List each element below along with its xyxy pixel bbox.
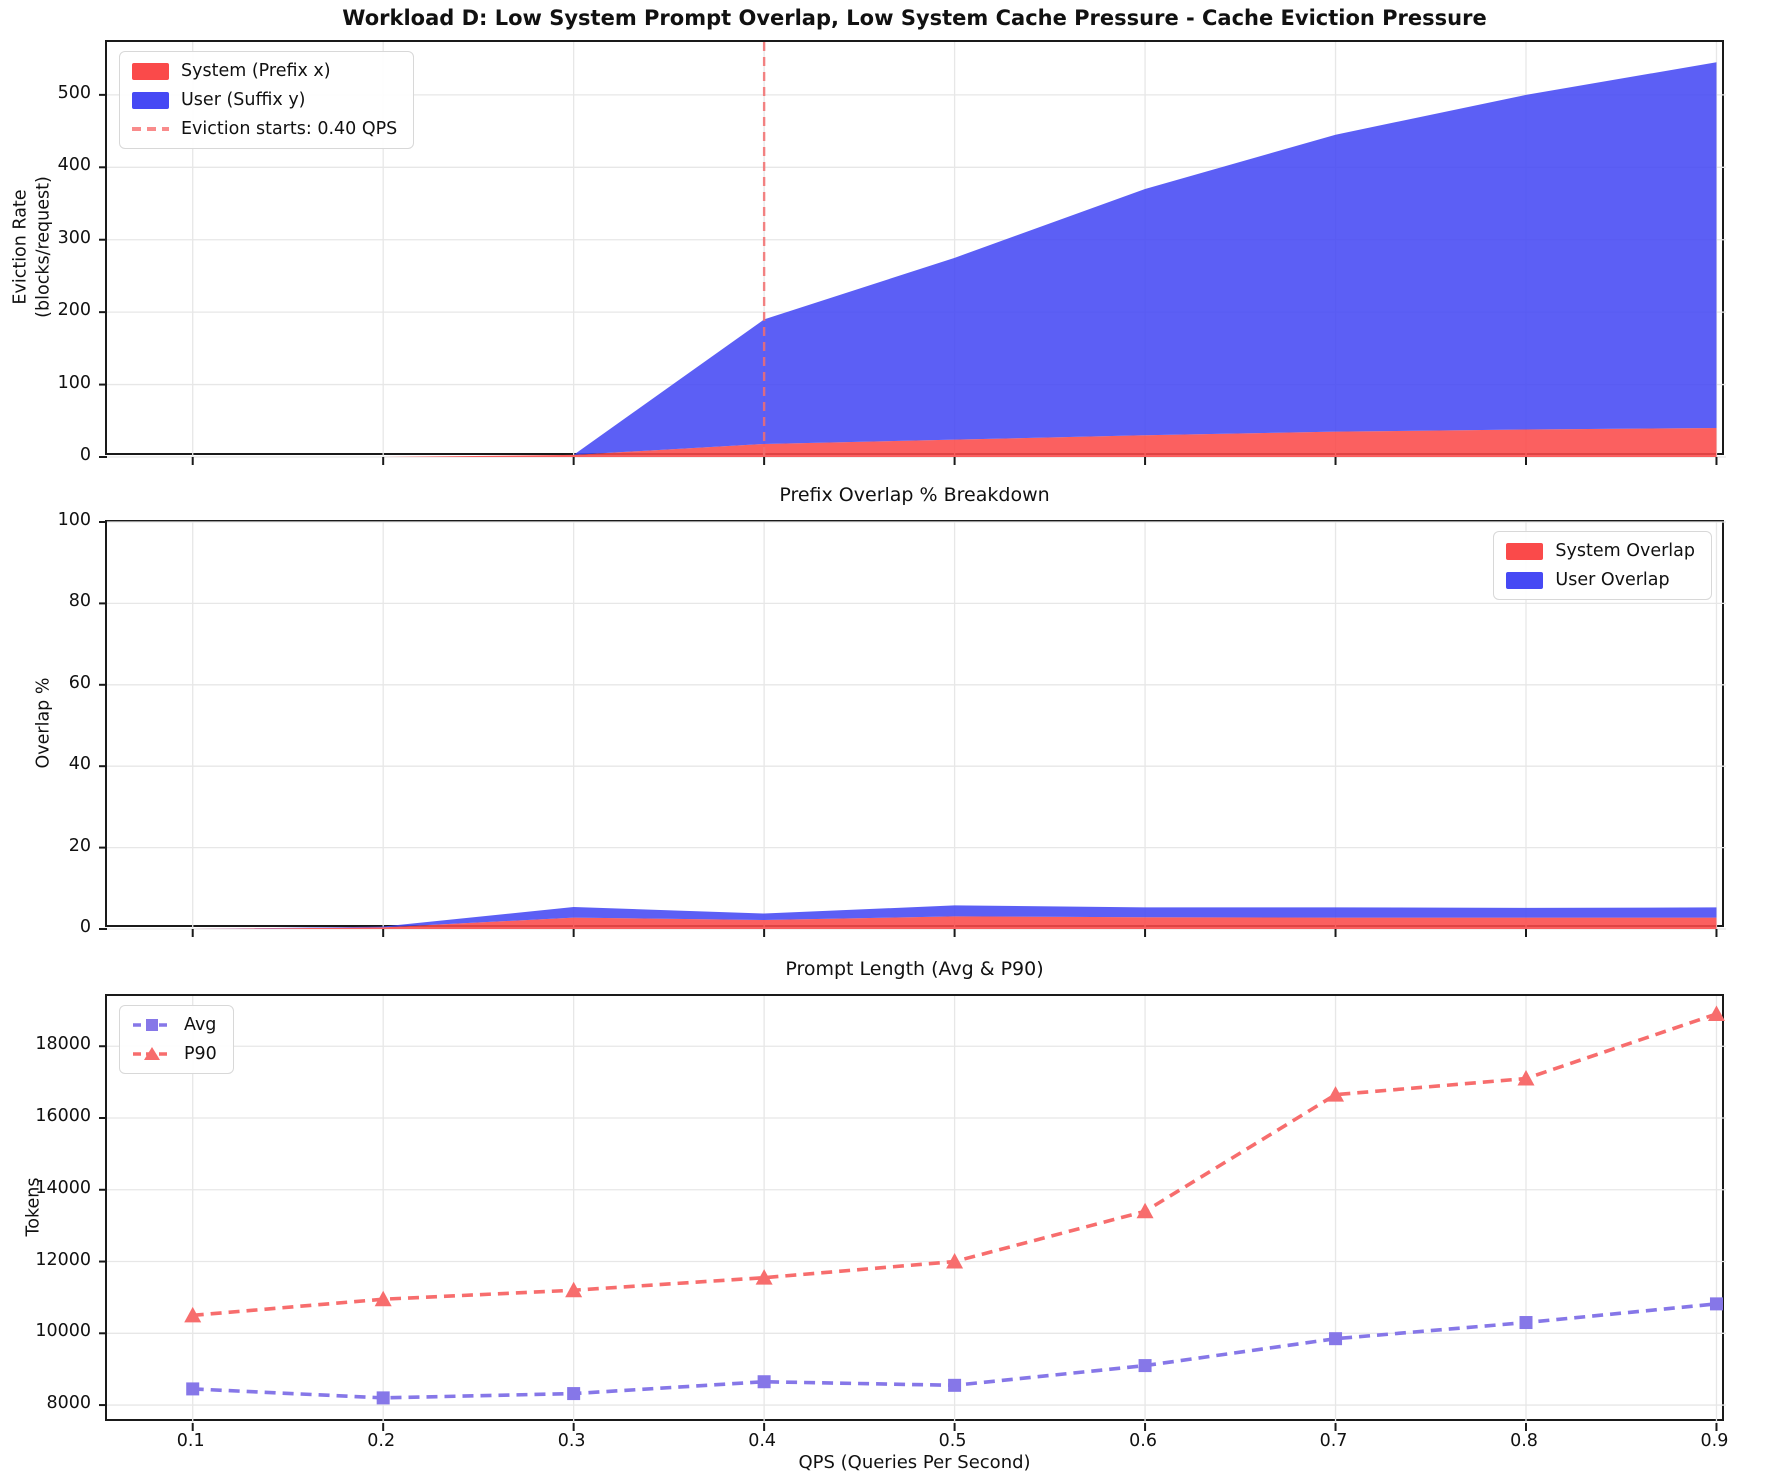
- area-system-overlap: [192, 916, 1717, 929]
- legend-entry: Avg: [132, 1015, 217, 1035]
- y-tick-label: 10000: [35, 1321, 91, 1342]
- x-tick-label: 0.9: [1700, 1431, 1729, 1451]
- marker-triangle: [374, 1290, 392, 1307]
- legend-triangle-marker-icon: [133, 1047, 171, 1060]
- legend-label: Avg: [184, 1015, 217, 1035]
- x-tick-label: 0.4: [748, 1431, 777, 1451]
- legend: System Overlap User Overlap: [1493, 531, 1712, 600]
- y-tick-label: 60: [68, 672, 91, 693]
- y-tick-label: 14000: [35, 1177, 91, 1198]
- y-tick-label: 100: [57, 510, 91, 530]
- y-tick-label: 100: [57, 372, 91, 393]
- x-tick-label: 0.5: [938, 1431, 967, 1451]
- plot-area: [99, 520, 1726, 937]
- legend-label: System (Prefix x): [181, 61, 331, 81]
- marker-triangle: [1136, 1202, 1154, 1219]
- y-tick-label: 8000: [46, 1393, 91, 1414]
- legend-entry: User (Suffix y): [132, 90, 397, 110]
- marker-square: [1709, 1297, 1723, 1311]
- y-tick-label: 20: [68, 835, 91, 856]
- y-tick-label: 200: [57, 300, 91, 321]
- marker-square: [376, 1391, 390, 1405]
- legend-label: System Overlap: [1555, 541, 1695, 561]
- legend-entry: P90: [132, 1044, 217, 1064]
- chart-title: Workload D: Low System Prompt Overlap, L…: [342, 6, 1487, 30]
- y-tick-label: 18000: [35, 1034, 91, 1055]
- legend-square-marker-icon: [133, 1019, 171, 1031]
- chart-title: Prompt Length (Avg & P90): [785, 958, 1044, 980]
- marker-square: [1329, 1332, 1343, 1346]
- chart-title: Prefix Overlap % Breakdown: [779, 484, 1050, 506]
- legend-label: User (Suffix y): [181, 90, 306, 110]
- plot-area: [99, 994, 1726, 1431]
- x-tick-label: 0.2: [367, 1431, 396, 1451]
- legend-dashed-line-icon: [132, 127, 169, 131]
- y-tick-label: 16000: [35, 1106, 91, 1126]
- plot-svg: [99, 996, 1726, 1431]
- legend-label: Eviction starts: 0.40 QPS: [181, 119, 398, 139]
- y-tick-label: 12000: [35, 1249, 91, 1270]
- marker-square: [757, 1375, 771, 1389]
- plot-svg: [99, 521, 1726, 937]
- legend: System (Prefix x) User (Suffix y) Eviction…: [119, 51, 415, 149]
- y-tick-label: 300: [57, 227, 91, 248]
- marker-triangle: [1327, 1086, 1345, 1102]
- x-axis-label: QPS (Queries Per Second): [798, 1452, 1031, 1473]
- legend-entry: System (Prefix x): [132, 61, 397, 81]
- legend-color-patch-icon: [1506, 542, 1544, 560]
- y-tick-label: 80: [68, 591, 91, 612]
- marker-square: [567, 1387, 581, 1401]
- marker-triangle: [1517, 1070, 1535, 1086]
- area-user-overlap: [192, 905, 1717, 929]
- legend-entry: System Overlap: [1506, 541, 1695, 561]
- y-tick-label: 0: [79, 445, 91, 465]
- y-tick-label: 0: [79, 917, 91, 937]
- legend-label: User Overlap: [1555, 570, 1670, 590]
- marker-triangle: [184, 1306, 202, 1323]
- legend-color-patch-icon: [132, 91, 169, 109]
- marker-triangle: [1707, 1005, 1725, 1021]
- marker-triangle: [755, 1269, 773, 1285]
- legend-color-patch-icon: [132, 62, 169, 80]
- area-system-prefix-x-: [192, 428, 1717, 457]
- x-tick-label: 0.8: [1510, 1431, 1538, 1451]
- legend-entry: Eviction starts: 0.40 QPS: [132, 119, 397, 139]
- legend: Avg P90: [119, 1005, 234, 1074]
- x-tick-label: 0.6: [1129, 1431, 1157, 1451]
- marker-square: [186, 1382, 200, 1396]
- marker-square: [1138, 1359, 1152, 1373]
- y-tick-label: 40: [68, 754, 91, 775]
- x-tick-label: 0.3: [557, 1431, 586, 1451]
- legend-color-patch-icon: [1506, 571, 1544, 589]
- marker-square: [948, 1378, 962, 1392]
- x-tick-label: 0.1: [176, 1431, 205, 1451]
- y-tick-label: 500: [57, 82, 91, 103]
- marker-triangle: [946, 1253, 964, 1269]
- marker-square: [1519, 1316, 1533, 1330]
- legend-label: P90: [184, 1044, 217, 1064]
- marker-triangle: [565, 1281, 583, 1298]
- legend-entry: User Overlap: [1506, 570, 1695, 590]
- area-user-suffix-y-: [192, 62, 1717, 457]
- x-tick-label: 0.7: [1319, 1431, 1348, 1451]
- y-tick-label: 400: [57, 155, 91, 176]
